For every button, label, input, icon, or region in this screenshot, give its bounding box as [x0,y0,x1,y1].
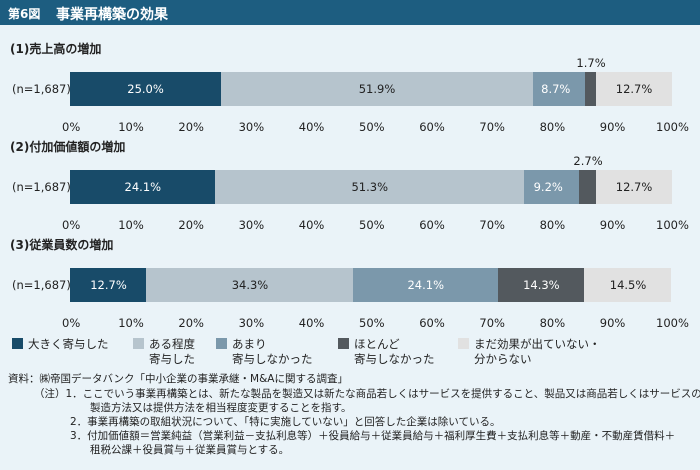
data-label-hardly: 14.3% [523,278,560,292]
legend-label-notyet: 分からない [474,352,532,366]
bar-segment-little [352,268,499,302]
x-tick-label: 80% [539,120,566,134]
x-tick-label: 50% [359,316,385,330]
bar-segment-some [215,170,524,204]
x-tick-label: 0% [62,316,81,330]
x-tick-label: 20% [178,120,204,134]
x-tick-label: 60% [419,120,445,134]
x-tick-label: 70% [479,120,505,134]
data-label-notyet: 14.5% [609,278,647,292]
note-3-cont: 租税公課＋役員賞与＋従業員賞与とする。 [90,444,290,456]
category-label: (n=1,687) [12,82,71,96]
bar-segment-some [220,72,533,106]
x-tick-label: 0% [62,120,81,134]
legend-label-little: あまり [232,337,267,351]
x-tick-label: 100% [656,316,689,330]
x-tick-label: 80% [539,218,566,232]
note-1-cont: 製造方法又は提供方法を相当程度変更することを指す。 [90,402,352,414]
note-1: （注）1．ここでいう事業再構築とは、新たな製品を製造又は新たな商品若しくはサービ… [34,388,700,400]
x-tick-label: 40% [298,316,325,330]
legend-swatch-little [216,338,227,349]
bar-segment-little [523,170,580,204]
x-tick-label: 100% [656,218,689,232]
x-tick-label: 0% [62,218,81,232]
legend-label-little: 寄与しなかった [232,352,313,366]
x-tick-label: 70% [479,218,505,232]
bar-segment-hardly [498,268,585,302]
category-label: (n=1,687) [12,278,71,292]
category-label: (n=1,687) [12,180,71,194]
legend-label-big: 大きく寄与した [28,337,109,351]
x-tick-label: 10% [118,218,144,232]
x-tick-label: 50% [359,218,385,232]
data-label-notyet: 12.7% [615,82,653,96]
panel-title: (1)売上高の増加 [10,42,102,56]
x-tick-label: 30% [238,218,265,232]
legend-label-hardly: 寄与しなかった [354,352,435,366]
data-label-big: 24.1% [124,180,162,194]
data-label-hardly: 2.7% [573,154,603,168]
panel-title: (2)付加価値額の増加 [10,140,126,154]
figure-title: 事業再構築の効果 [56,7,168,23]
bar-segment-big [70,170,216,204]
data-label-little: 9.2% [533,180,563,194]
x-tick-label: 20% [178,218,204,232]
x-tick-label: 70% [479,316,505,330]
x-tick-label: 20% [178,316,204,330]
legend-label-notyet: まだ効果が出ていない・ [474,337,601,351]
bar-segment-big [70,72,221,106]
legend-label-some: ある程度 [149,337,195,351]
x-tick-label: 50% [359,120,385,134]
x-tick-label: 90% [599,316,626,330]
data-label-some: 34.3% [231,278,269,292]
legend-swatch-some [133,338,144,349]
note-2: 2．事業再構築の取組状況について、「特に実施していない」と回答した企業は除いてい… [70,416,501,428]
bar-segment-hardly [585,72,596,106]
x-tick-label: 40% [298,120,325,134]
x-tick-label: 90% [599,218,626,232]
x-tick-label: 10% [118,120,144,134]
x-tick-label: 60% [419,316,445,330]
legend-label-some: 寄与した [149,352,195,366]
bar-segment-big [70,268,147,302]
x-tick-label: 30% [238,316,265,330]
x-tick-label: 80% [539,316,566,330]
data-label-little: 24.1% [407,278,445,292]
data-label-little: 8.7% [541,82,571,96]
data-label-big: 25.0% [127,82,164,96]
x-tick-label: 40% [298,218,325,232]
x-tick-label: 10% [118,316,144,330]
x-tick-label: 60% [419,218,445,232]
panel-title: (3)従業員数の増加 [10,238,114,252]
data-label-some: 51.3% [351,180,389,194]
bar-segment-hardly [579,170,596,204]
x-tick-label: 30% [238,120,265,134]
legend-label-hardly: ほとんど [354,337,400,351]
data-label-notyet: 12.7% [615,180,653,194]
bar-segment-notyet [584,268,672,302]
source-note: 資料：㈱帝国データバンク「中小企業の事業承継・M&Aに関する調査」 [8,373,348,385]
data-label-some: 51.9% [358,82,396,96]
data-label-hardly: 1.7% [576,56,606,70]
figure-number: 第6図 [8,7,41,21]
x-tick-label: 90% [599,120,626,134]
legend-swatch-notyet [458,338,469,349]
data-label-big: 12.7% [90,278,127,292]
bar-segment-notyet [595,170,672,204]
note-3: 3．付加価値額＝営業純益（営業利益－支払利息等）＋役員給与＋従業員給与＋福利厚生… [70,430,676,442]
x-tick-label: 100% [656,120,689,134]
legend-swatch-hardly [338,338,349,349]
figure-title-bar: 第6図 事業再構築の効果 [0,0,700,25]
bar-segment-notyet [595,72,672,106]
bar-segment-little [532,72,586,106]
legend-swatch-big [12,338,23,349]
bar-segment-some [146,268,353,302]
